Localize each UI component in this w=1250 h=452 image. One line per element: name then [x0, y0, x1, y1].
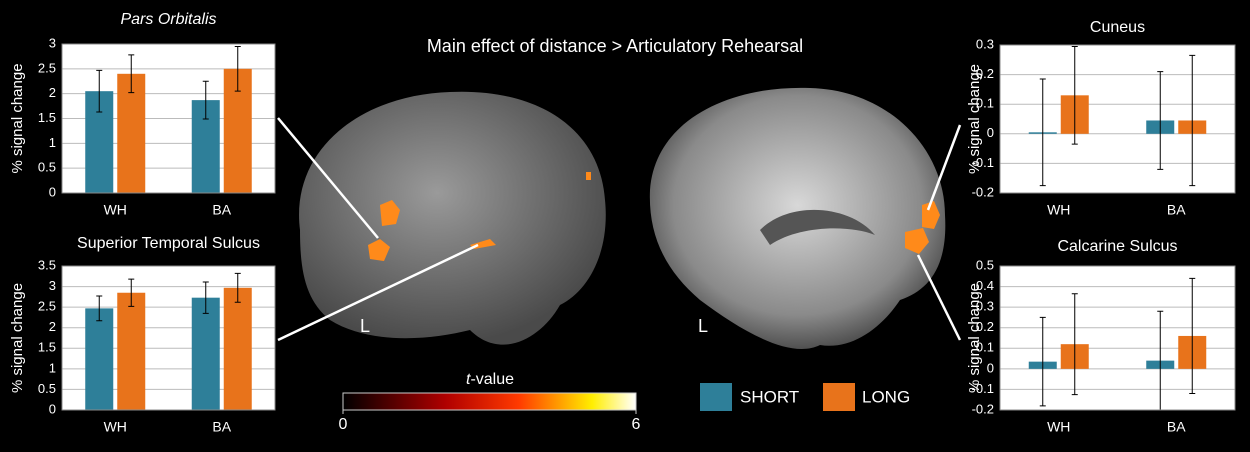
y-tick-label: 1 — [49, 135, 56, 150]
hemisphere-label: L — [360, 316, 370, 336]
y-tick-label: 0.4 — [976, 278, 994, 293]
colorbar-tick-label: 6 — [632, 416, 641, 433]
colorbar-label: t-value — [466, 371, 514, 388]
y-tick-label: 1.5 — [38, 110, 56, 125]
brain-sagittal — [650, 88, 945, 349]
y-tick-label: 0.3 — [976, 299, 994, 314]
y-tick-label: 0.5 — [38, 381, 56, 396]
bar — [117, 293, 145, 410]
y-tick-label: 0 — [987, 360, 994, 375]
y-tick-label: 0 — [49, 401, 56, 416]
legend-label: SHORT — [740, 387, 799, 406]
y-tick-label: 2.5 — [38, 299, 56, 314]
bar — [85, 308, 113, 410]
x-tick-label: BA — [212, 202, 231, 218]
y-tick-label: 2 — [49, 319, 56, 334]
y-tick-label: 3.5 — [38, 257, 56, 272]
chart-title: Superior Temporal Sulcus — [77, 235, 260, 252]
x-tick-label: WH — [1047, 202, 1070, 218]
y-tick-label: 0.3 — [976, 36, 994, 51]
plot-area — [1000, 45, 1235, 193]
x-tick-label: BA — [1167, 202, 1186, 218]
y-tick-label: 1.5 — [38, 340, 56, 355]
chart-title: Pars Orbitalis — [120, 11, 216, 28]
x-tick-label: BA — [212, 419, 231, 435]
figure-title: Main effect of distance > Articulatory R… — [427, 36, 803, 56]
y-axis-label: % signal change — [9, 283, 26, 393]
y-tick-label: -0.2 — [972, 401, 994, 416]
legend-label: LONG — [862, 387, 910, 406]
colorbar-label-rest: -value — [470, 371, 514, 388]
y-tick-label: 2.5 — [38, 60, 56, 75]
colorbar-tick-label: 0 — [339, 416, 348, 433]
y-tick-label: 0.2 — [976, 319, 994, 334]
chart-title: Calcarine Sulcus — [1057, 238, 1177, 255]
y-tick-label: 1 — [49, 360, 56, 375]
y-tick-label: 0.2 — [976, 66, 994, 81]
x-tick-label: BA — [1167, 419, 1186, 435]
bar — [192, 298, 220, 410]
hemisphere-label: L — [698, 316, 708, 336]
y-tick-label: 0 — [49, 184, 56, 199]
brain-lateral — [299, 92, 606, 345]
legend-swatch — [823, 383, 855, 411]
y-tick-label: 0.1 — [976, 340, 994, 355]
y-tick-label: 0.5 — [38, 160, 56, 175]
y-tick-label: -0.2 — [972, 184, 994, 199]
y-tick-label: 3 — [49, 35, 56, 50]
x-tick-label: WH — [1047, 419, 1070, 435]
y-tick-label: 3 — [49, 278, 56, 293]
bar — [224, 288, 252, 410]
y-tick-label: 2 — [49, 85, 56, 100]
y-tick-label: -0.1 — [972, 381, 994, 396]
y-tick-label: 0 — [987, 125, 994, 140]
x-tick-label: WH — [104, 202, 127, 218]
legend-swatch — [700, 383, 732, 411]
y-tick-label: -0.1 — [972, 155, 994, 170]
connector — [918, 255, 960, 340]
y-tick-label: 0.1 — [976, 96, 994, 111]
x-tick-label: WH — [104, 419, 127, 435]
y-tick-label: 0.5 — [976, 257, 994, 272]
chart-title: Cuneus — [1090, 19, 1145, 36]
figure: Main effect of distance > Articulatory R… — [0, 0, 1250, 452]
colorbar — [343, 393, 636, 410]
y-axis-label: % signal change — [9, 63, 26, 173]
